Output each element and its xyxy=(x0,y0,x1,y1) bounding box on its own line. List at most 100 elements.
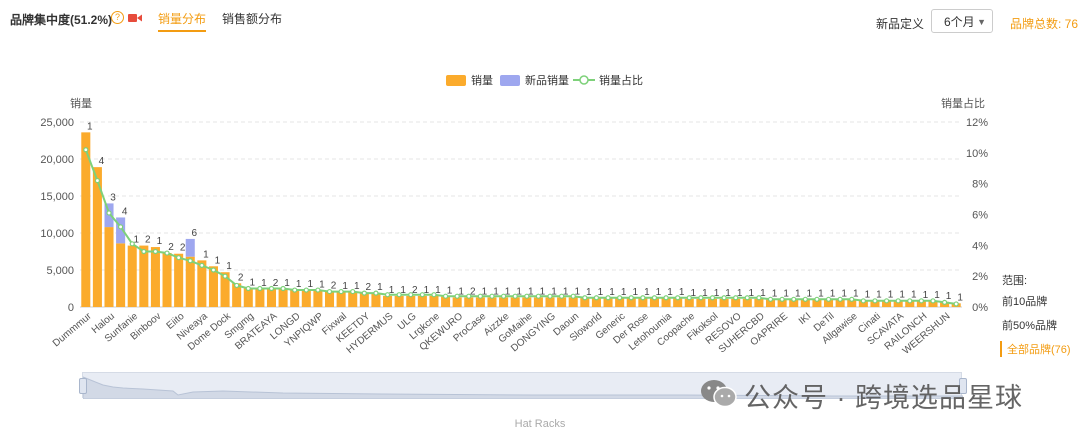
y-tick-label: 20,000 xyxy=(40,154,74,166)
sales-bar xyxy=(127,245,137,307)
sales-bar xyxy=(684,298,694,307)
top-bar: 品牌集中度(51.2%) ? 销量分布 销售额分布 新品定义 6个月 ▼ 品牌总… xyxy=(0,0,1080,40)
bar-count-label: 1 xyxy=(296,279,302,290)
share-point xyxy=(303,287,309,293)
sales-bar xyxy=(116,243,126,307)
sales-bar xyxy=(557,297,567,307)
bar-count-label: 2 xyxy=(180,243,186,254)
share-point xyxy=(744,295,750,301)
share-point xyxy=(605,295,611,301)
share-point xyxy=(535,293,542,299)
legend-item-share[interactable]: 销量占比 xyxy=(573,72,643,88)
share-point xyxy=(756,295,762,301)
bar-count-label: 1 xyxy=(667,287,673,298)
sales-bar xyxy=(348,292,358,307)
period-select[interactable]: 6个月 ▼ xyxy=(931,9,993,33)
legend-item-sales[interactable]: 销量 xyxy=(446,72,493,88)
range-option-all[interactable]: 全部品牌(76) xyxy=(1000,341,1071,357)
bar-count-label: 1 xyxy=(830,289,836,300)
slider-handle-right[interactable] xyxy=(959,378,967,394)
sales-bar xyxy=(324,291,335,307)
tab-sales-amount[interactable]: 销售额分布 xyxy=(222,12,283,26)
sales-bar xyxy=(893,300,903,307)
help-icon[interactable]: ? xyxy=(111,11,124,24)
concentration-title: 品牌集中度(51.2%) xyxy=(10,13,113,27)
sales-bar xyxy=(522,297,532,307)
legend-label-new-sales: 新品销量 xyxy=(525,75,569,87)
share-point xyxy=(698,295,704,301)
sales-bar xyxy=(800,299,810,307)
share-point xyxy=(466,293,472,299)
bar-count-label: 1 xyxy=(911,289,917,300)
sales-bar xyxy=(336,292,346,307)
share-point xyxy=(315,287,321,293)
share-point xyxy=(582,295,588,301)
y2-tick-label: 8% xyxy=(972,179,988,191)
bar-count-label: 1 xyxy=(586,287,592,298)
bar-count-label: 1 xyxy=(319,280,325,291)
range-option-top10[interactable]: 前10品牌 xyxy=(1002,296,1048,308)
share-point xyxy=(234,282,240,289)
bar-count-label: 1 xyxy=(447,286,453,297)
share-point xyxy=(187,258,193,264)
sales-bar xyxy=(765,299,776,307)
bar-count-label: 1 xyxy=(505,286,511,297)
sales-bar xyxy=(417,295,427,307)
tab-sales-volume[interactable]: 销量分布 xyxy=(158,10,207,32)
period-select-value: 6个月 xyxy=(944,15,975,29)
bar-count-label: 1 xyxy=(482,286,488,297)
bar-count-label: 1 xyxy=(876,289,882,300)
share-point xyxy=(245,285,251,292)
bar-count-label: 4 xyxy=(122,206,128,217)
new-sales-bar xyxy=(185,238,195,257)
share-point xyxy=(489,293,495,299)
sales-bar xyxy=(928,301,938,307)
sales-bar xyxy=(371,292,381,307)
share-point xyxy=(222,273,228,279)
slider-handle-left[interactable] xyxy=(79,378,87,394)
sales-bar xyxy=(777,299,787,307)
bar-count-label: 1 xyxy=(737,288,743,299)
sales-bar xyxy=(406,295,416,307)
video-icon[interactable] xyxy=(128,13,142,23)
sales-bar xyxy=(696,298,706,307)
share-point xyxy=(953,301,959,307)
sales-bar xyxy=(243,288,253,307)
share-point xyxy=(326,288,333,295)
range-option-top50pct[interactable]: 前50%品牌 xyxy=(1002,320,1058,332)
share-point xyxy=(442,293,449,299)
sales-bar xyxy=(568,297,578,307)
sales-bar xyxy=(719,298,729,307)
share-point xyxy=(94,177,101,184)
legend-item-new-sales[interactable]: 新品销量 xyxy=(500,72,569,88)
bar-count-label: 1 xyxy=(458,286,464,297)
bar-count-label: 1 xyxy=(528,286,534,297)
range-label: 范围: xyxy=(1002,275,1028,287)
share-point xyxy=(837,296,843,302)
sales-bar xyxy=(81,132,91,307)
data-zoom-slider[interactable] xyxy=(82,372,963,399)
bar-count-label: 1 xyxy=(772,289,778,300)
brand-total: 品牌总数: 76 xyxy=(1010,17,1079,31)
y2-tick-label: 10% xyxy=(966,148,988,160)
slider-preview xyxy=(83,376,963,399)
bar-count-label: 1 xyxy=(354,281,360,292)
bar-count-label: 1 xyxy=(203,249,209,260)
sales-bar xyxy=(464,297,474,307)
bar-count-label: 1 xyxy=(899,289,905,300)
sales-bar xyxy=(603,298,613,307)
sales-bar xyxy=(905,300,915,307)
sales-bar xyxy=(545,297,555,307)
bar-count-label: 1 xyxy=(621,287,627,298)
share-point xyxy=(825,296,832,302)
share-point xyxy=(559,293,565,299)
share-point xyxy=(640,295,646,301)
y-tick-label: 25,000 xyxy=(40,117,74,129)
bar-count-label: 1 xyxy=(157,236,163,247)
bar-count-label: 2 xyxy=(273,278,279,289)
bar-count-label: 1 xyxy=(714,288,720,299)
watermark-text: 公众号 · 跨境选品星球 xyxy=(744,383,1023,413)
y-tick-label: 10,000 xyxy=(40,228,74,240)
